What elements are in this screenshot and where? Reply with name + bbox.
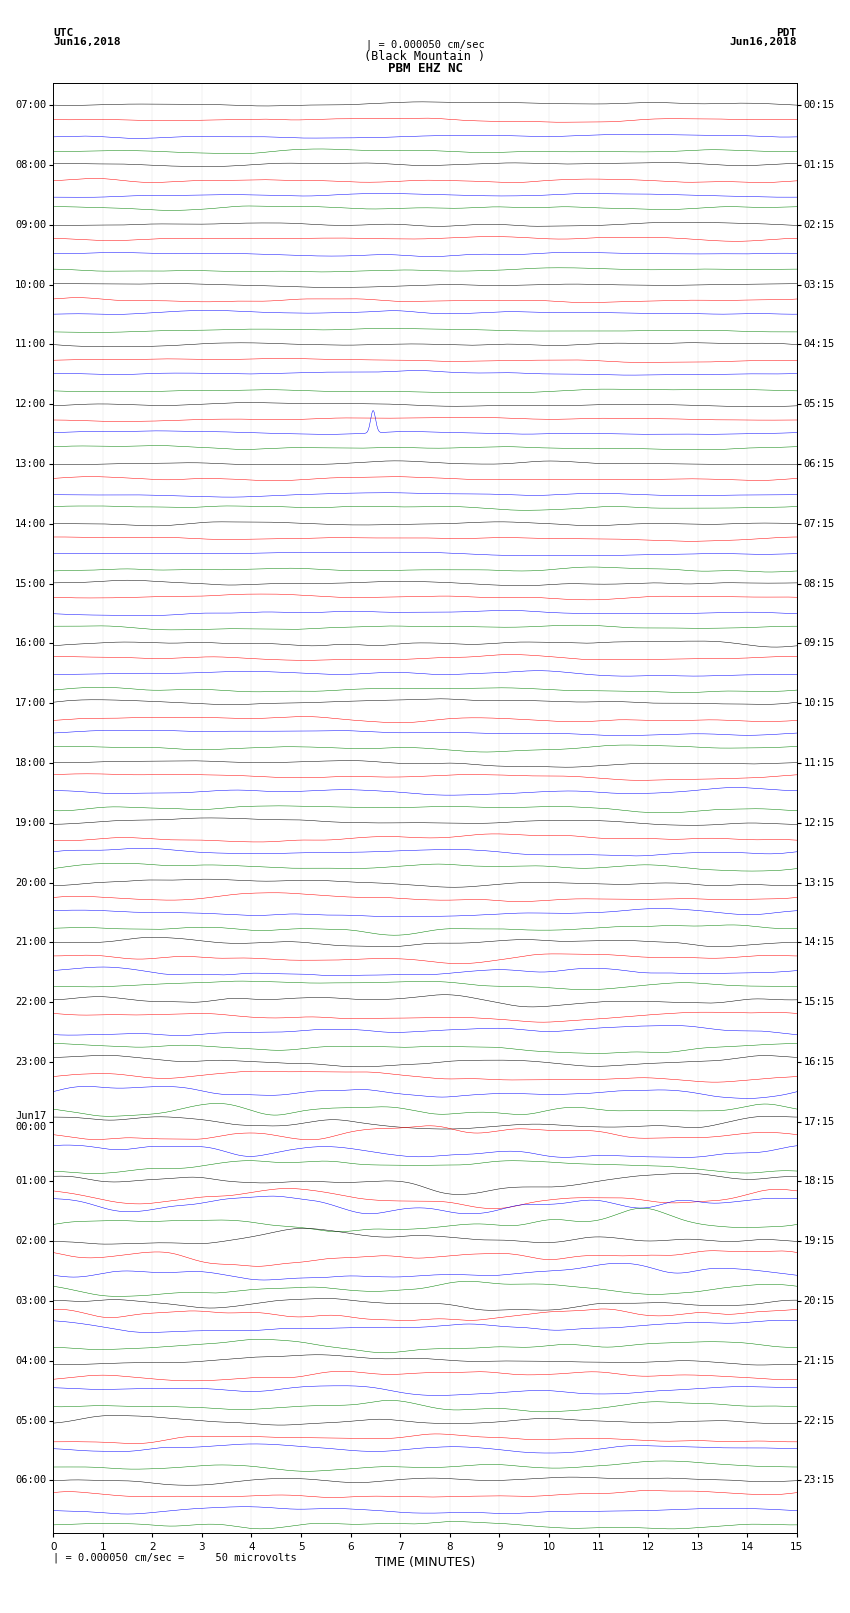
Text: | = 0.000050 cm/sec: | = 0.000050 cm/sec bbox=[366, 40, 484, 50]
Text: PBM EHZ NC: PBM EHZ NC bbox=[388, 61, 462, 74]
Text: (Black Mountain ): (Black Mountain ) bbox=[365, 50, 485, 63]
Text: Jun16,2018: Jun16,2018 bbox=[54, 37, 121, 47]
Text: PDT: PDT bbox=[777, 27, 796, 37]
Text: Jun16,2018: Jun16,2018 bbox=[729, 37, 796, 47]
Text: | = 0.000050 cm/sec =     50 microvolts: | = 0.000050 cm/sec = 50 microvolts bbox=[54, 1552, 297, 1563]
X-axis label: TIME (MINUTES): TIME (MINUTES) bbox=[375, 1557, 475, 1569]
Text: UTC: UTC bbox=[54, 27, 73, 37]
